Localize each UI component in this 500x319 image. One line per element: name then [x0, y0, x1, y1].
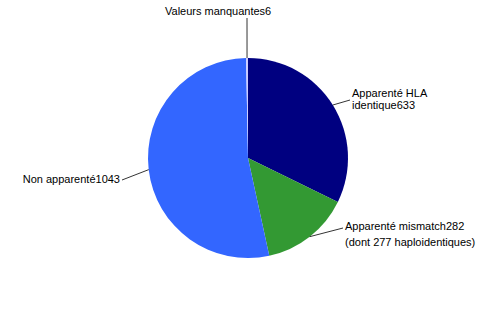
chart: Apparenté HLAidentique633 Apparenté misma…	[0, 0, 500, 319]
slice	[246, 58, 248, 158]
leader-line	[122, 170, 149, 180]
slice-label: Non apparenté1043	[23, 173, 120, 185]
slice-label: Valeurs manquantes6	[165, 5, 271, 17]
slice-value: 1043	[96, 173, 120, 185]
leader-line	[310, 228, 343, 237]
slice-label: Apparenté HLAidentique633	[352, 87, 428, 111]
pie	[148, 58, 348, 258]
slice-label-line: Apparenté mismatch	[345, 220, 446, 232]
slice-value: 6	[265, 5, 271, 17]
slice-label-line: Apparenté HLA	[352, 87, 428, 99]
slice-label-line: identique	[352, 99, 397, 111]
slice-label-line: Non apparenté	[23, 173, 96, 185]
slice-label-line: Valeurs manquantes	[165, 5, 266, 17]
annotation: (dont 277 haploidentiques)	[345, 236, 475, 248]
leader-line	[333, 100, 350, 105]
slice	[148, 58, 269, 258]
leader-line	[247, 18, 248, 58]
slice-label: Apparenté mismatch282	[345, 220, 464, 232]
slice-value: 633	[397, 99, 415, 111]
slice-value: 282	[446, 220, 464, 232]
